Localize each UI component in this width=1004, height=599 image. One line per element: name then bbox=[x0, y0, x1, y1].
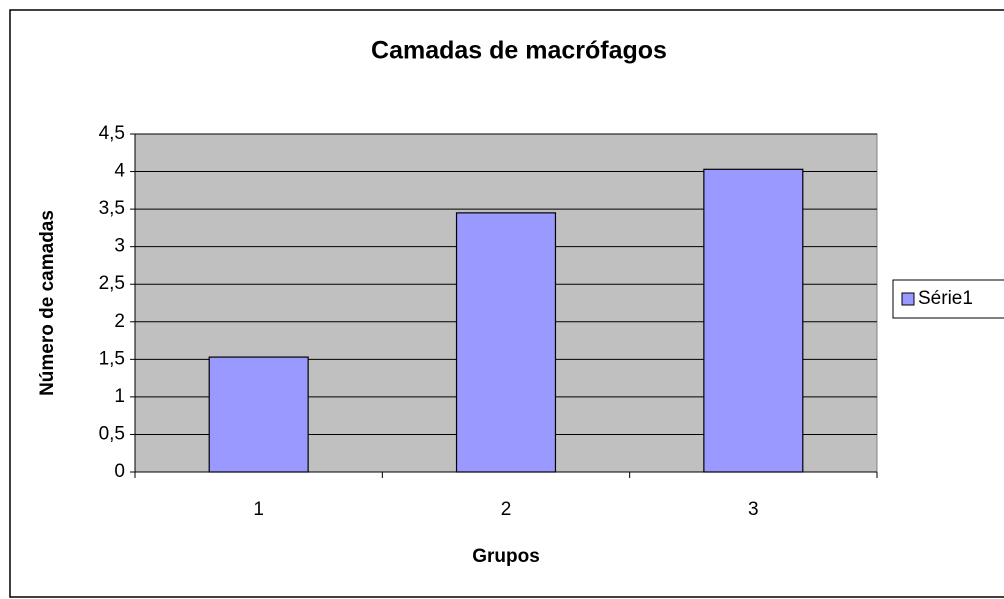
y-tick-label: 0 bbox=[114, 461, 125, 482]
chart-title: Camadas de macrófagos bbox=[371, 37, 667, 65]
y-tick-label: 4,5 bbox=[99, 123, 125, 144]
y-tick-label: 1 bbox=[114, 386, 125, 407]
bar bbox=[455, 212, 557, 473]
y-tick-label: 3,5 bbox=[99, 198, 125, 219]
y-tick-label: 4 bbox=[114, 161, 125, 182]
bar bbox=[208, 356, 309, 473]
y-tick-label: 3 bbox=[114, 236, 125, 257]
legend-label: Série1 bbox=[918, 288, 973, 309]
y-tick-label: 2,5 bbox=[99, 273, 125, 294]
legend-swatch bbox=[901, 292, 915, 306]
y-axis-label: Número de camadas bbox=[37, 210, 58, 396]
x-tick-label: 1 bbox=[253, 499, 264, 520]
y-tick-label: 0,5 bbox=[99, 423, 125, 444]
y-tick-label: 2 bbox=[114, 311, 125, 332]
x-axis-label: Grupos bbox=[472, 546, 540, 567]
y-tick-label: 1,5 bbox=[99, 348, 125, 369]
bar bbox=[703, 168, 804, 473]
x-tick-label: 2 bbox=[501, 499, 512, 520]
x-tick-label: 3 bbox=[748, 499, 759, 520]
